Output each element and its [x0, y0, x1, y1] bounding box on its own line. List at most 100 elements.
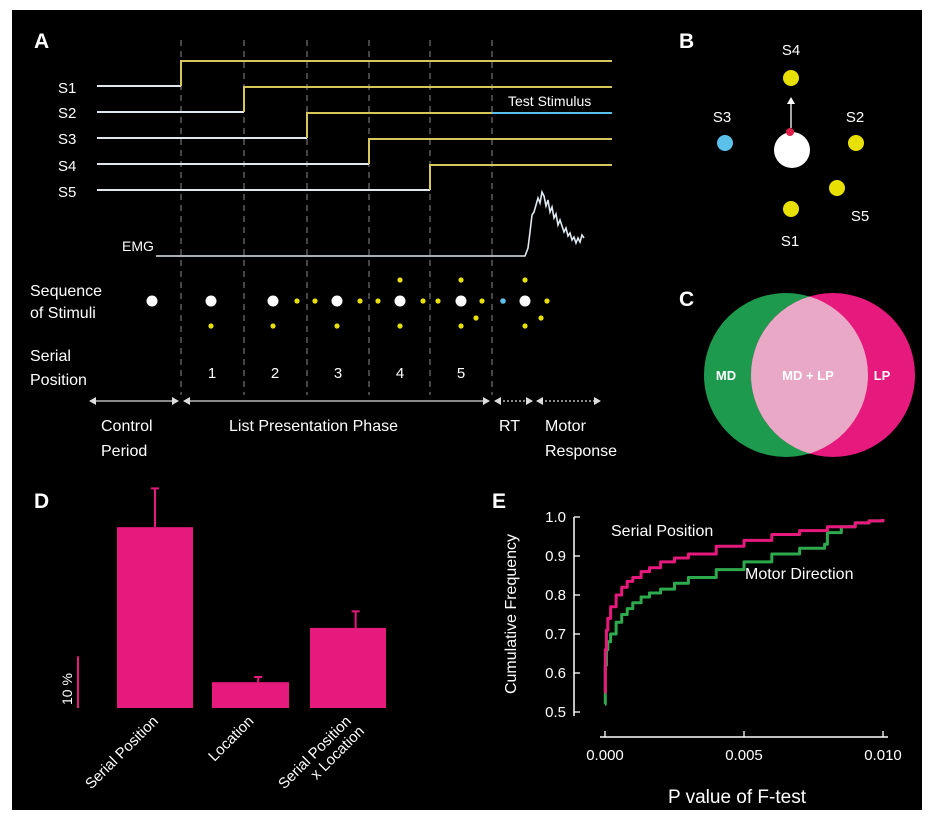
sequence-label-2: of Stimuli [30, 305, 96, 322]
target-s1 [783, 201, 799, 217]
venn-md-label: MD [716, 368, 736, 383]
list-phase-label: List Presentation Phase [229, 418, 398, 435]
bar [310, 627, 386, 708]
stimulus-dot [294, 298, 300, 304]
series-line [603, 519, 885, 706]
bar-series [117, 487, 386, 708]
panel-c-label: C [679, 288, 694, 311]
test-stimulus-label: Test Stimulus [508, 93, 591, 109]
axes: 0.5 0.6 0.7 0.8 0.9 1.0 0.000 0.005 0.010 [545, 509, 902, 764]
serial-number-1: 1 [208, 365, 216, 382]
stimulus-dot [522, 277, 528, 283]
line-series [603, 519, 885, 706]
sequence-label-1: Sequence [30, 283, 102, 300]
legend-serial-position: Serial Position [611, 523, 713, 540]
direction-arrowhead [787, 97, 795, 104]
serial-number-2: 2 [271, 365, 279, 382]
panel-b: B S4 S3 S2 S5 S1 [679, 30, 869, 250]
y-tick-label: 0.9 [545, 548, 566, 565]
serial-number-4: 4 [396, 365, 404, 382]
control-period-label-2: Period [101, 443, 147, 460]
emg-trace [156, 189, 585, 257]
eye-position-dot [786, 128, 794, 136]
stimulus-traces [97, 60, 612, 191]
motor-response-label-1: Motor [545, 418, 587, 435]
stimulus-dot [458, 323, 464, 329]
stimulus-dot [375, 298, 381, 304]
rt-label: RT [499, 418, 520, 435]
trace-s3-on [306, 112, 492, 138]
central-fixation [774, 132, 810, 168]
trace-s5-on [429, 164, 612, 190]
fixation-dot [331, 295, 343, 307]
trace-s2-on [243, 86, 612, 112]
serial-label-2: Position [30, 372, 87, 389]
stim-label-s4: S4 [58, 158, 76, 175]
stimulus-dot [270, 323, 276, 329]
stimulus-dot [420, 298, 426, 304]
stim-label-s2: S2 [58, 105, 76, 122]
target-s2 [848, 135, 864, 151]
fixation-dot [519, 295, 531, 307]
series-line [603, 519, 885, 694]
stimulus-dot [357, 298, 363, 304]
panel-b-label: B [679, 30, 694, 53]
target-label-s1: S1 [781, 233, 799, 250]
stimulus-dot [473, 315, 479, 321]
x-tick-label: 0.000 [586, 747, 624, 764]
motor-response-label-2: Response [545, 443, 617, 460]
stimulus-dot [458, 277, 464, 283]
y-tick-label: 0.5 [545, 704, 566, 721]
y-axis-title: Cumulative Frequency [503, 534, 520, 694]
venn-overlap [751, 293, 868, 457]
bar [117, 527, 193, 708]
stimulus-dot [479, 298, 485, 304]
stimulus-dot [397, 277, 403, 283]
target-label-s3: S3 [713, 109, 731, 126]
stimulus-dot [334, 323, 340, 329]
stimulus-sequence [146, 277, 550, 329]
stim-label-s1: S1 [58, 80, 76, 97]
stimulus-dot [397, 323, 403, 329]
panel-d-label: D [34, 490, 49, 513]
stimulus-dot [208, 323, 214, 329]
target-label-s5: S5 [851, 208, 869, 225]
fixation-dot [267, 295, 279, 307]
bar [212, 682, 289, 708]
serial-number-5: 5 [457, 365, 465, 382]
x-axis-title: P value of F-test [668, 787, 807, 808]
serial-number-3: 3 [334, 365, 342, 382]
stimulus-dot [435, 298, 441, 304]
fixation-dot [205, 295, 217, 307]
trace-s1-on [180, 60, 612, 86]
y-tick-label: 0.7 [545, 626, 566, 643]
trace-s4-on [368, 138, 612, 164]
fixation-dot [455, 295, 467, 307]
x-tick-label: 0.010 [864, 747, 902, 764]
panel-a-label: A [34, 30, 49, 53]
panel-a: A S1 S2 S3 S4 S5 Te [30, 30, 617, 460]
test-stimulus-dot [500, 298, 506, 304]
stimulus-dot [522, 323, 528, 329]
stimulus-dot [538, 315, 544, 321]
y-tick-label: 1.0 [545, 509, 566, 526]
stim-label-s5: S5 [58, 184, 76, 201]
y-tick-label: 0.6 [545, 665, 566, 682]
stimulus-dot [544, 298, 550, 304]
stimulus-dot [312, 298, 318, 304]
target-s4 [783, 70, 799, 86]
venn-overlap-label: MD + LP [782, 368, 834, 383]
fixation-dot [394, 295, 406, 307]
control-period-label-1: Control [101, 418, 153, 435]
target-s3 [717, 135, 733, 151]
target-s5 [829, 180, 845, 196]
fixation-dot [146, 295, 158, 307]
emg-label: EMG [122, 238, 154, 254]
panel-e-label: E [492, 490, 506, 513]
venn-lp-label: LP [874, 368, 891, 383]
target-label-s4: S4 [782, 42, 800, 59]
stim-label-s3: S3 [58, 131, 76, 148]
serial-label-1: Serial [30, 348, 71, 365]
